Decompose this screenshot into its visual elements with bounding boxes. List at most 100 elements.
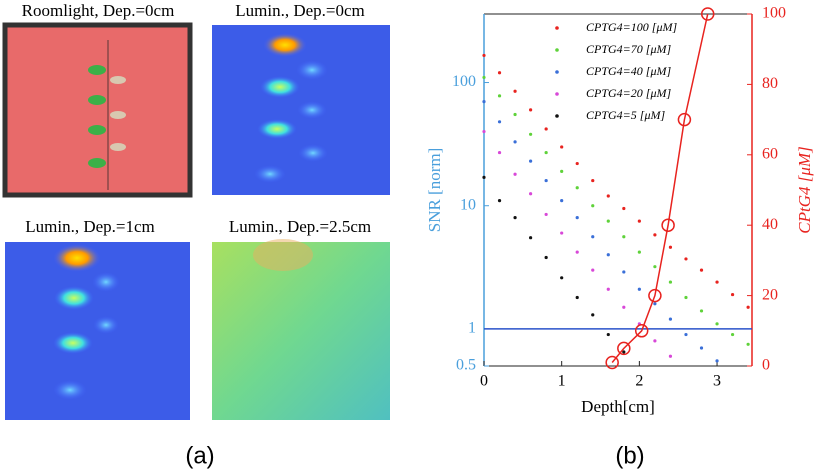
data-point xyxy=(637,287,641,291)
concentration-line xyxy=(611,13,709,363)
y2-tick-label: 40 xyxy=(762,216,778,233)
y-axis-label: SNR [norm] xyxy=(425,148,444,233)
data-point xyxy=(746,342,750,346)
data-point xyxy=(575,216,579,220)
data-point xyxy=(606,332,610,337)
data-point xyxy=(622,206,626,211)
x-tick-label: 1 xyxy=(558,373,566,390)
image-roomlight xyxy=(2,22,193,198)
legend-marker xyxy=(555,114,559,118)
panel-title: Roomlight, Dep.=0cm xyxy=(22,1,175,20)
concentration-marker xyxy=(634,324,649,338)
data-point xyxy=(544,212,548,217)
data-point xyxy=(653,339,657,343)
x-tick-label: 3 xyxy=(713,373,721,390)
data-point xyxy=(529,236,533,240)
legend-label: CPTG4=20 [μM] xyxy=(586,86,671,100)
legend-marker xyxy=(555,70,559,74)
y-tick-label: 100 xyxy=(452,73,476,90)
data-point xyxy=(529,108,533,112)
data-point xyxy=(497,199,502,203)
data-point xyxy=(575,161,579,166)
data-point xyxy=(715,322,719,326)
data-point xyxy=(560,145,564,149)
data-point xyxy=(560,231,564,235)
data-point xyxy=(482,129,486,134)
data-point xyxy=(560,276,564,280)
y2-tick-label: 0 xyxy=(762,357,770,374)
data-point xyxy=(591,313,595,317)
y2-tick-label: 60 xyxy=(762,145,778,162)
y2-axis-label: CPtG4 [μM] xyxy=(795,146,814,233)
data-point xyxy=(622,350,626,354)
data-point xyxy=(575,295,579,300)
data-point xyxy=(699,346,704,350)
legend-label: CPTG4=100 [μM] xyxy=(586,20,677,34)
data-point xyxy=(637,219,641,223)
x-tick-label: 2 xyxy=(635,373,643,390)
data-point xyxy=(513,89,517,93)
data-point xyxy=(606,253,610,257)
data-point xyxy=(482,100,486,104)
data-point xyxy=(668,317,673,321)
data-point xyxy=(622,305,626,309)
data-point xyxy=(482,75,486,80)
data-point xyxy=(544,150,548,155)
concentration-marker xyxy=(648,288,662,303)
data-point xyxy=(653,265,657,269)
data-point xyxy=(622,235,626,239)
data-point xyxy=(513,216,517,220)
y2-tick-label: 20 xyxy=(762,286,778,303)
data-point xyxy=(591,268,595,272)
data-point xyxy=(575,186,579,190)
image-lumin-2-5cm xyxy=(212,239,390,420)
caption: (b) xyxy=(615,442,644,469)
data-point xyxy=(560,199,564,203)
data-point xyxy=(715,359,719,363)
data-point xyxy=(497,120,502,124)
y-tick-label: 10 xyxy=(460,196,476,213)
data-point xyxy=(606,287,610,291)
image-lumin-1cm xyxy=(5,242,190,420)
panel-title: Lumin., Dep.=0cm xyxy=(235,1,365,20)
data-point xyxy=(746,305,750,309)
y-tick-label: 1 xyxy=(468,320,476,337)
data-point xyxy=(497,71,502,75)
data-point xyxy=(668,245,673,249)
data-point xyxy=(606,219,610,223)
data-point xyxy=(560,169,564,173)
caption: (a) xyxy=(185,442,214,469)
image-lumin-0cm xyxy=(212,25,390,195)
data-point xyxy=(544,127,548,131)
data-point xyxy=(668,354,673,358)
data-point xyxy=(482,175,486,179)
data-point xyxy=(497,150,502,155)
data-point xyxy=(513,172,517,176)
data-point xyxy=(529,159,533,163)
y2-tick-label: 80 xyxy=(762,75,778,92)
concentration-marker xyxy=(617,341,631,356)
data-point xyxy=(730,332,735,337)
concentration-marker xyxy=(677,112,692,127)
chart: 0 1 2 3 0.5 1 10 100 0 20 40 60 80 100 Depth[cm] SNR [n… xyxy=(425,5,814,416)
data-point xyxy=(622,270,626,274)
data-point xyxy=(591,235,595,239)
concentration-marker xyxy=(605,355,619,370)
data-point xyxy=(699,268,704,272)
data-point xyxy=(575,250,579,254)
data-point xyxy=(606,194,610,198)
legend-marker xyxy=(555,26,559,30)
concentration-marker xyxy=(661,218,675,232)
data-point xyxy=(513,140,517,144)
panel-title: Lumin., Dep.=2.5cm xyxy=(229,217,371,236)
data-point xyxy=(591,204,595,208)
data-point xyxy=(653,302,657,306)
data-point xyxy=(699,309,704,313)
data-point xyxy=(653,233,657,237)
legend-label: CPTG4=70 [μM] xyxy=(586,42,671,56)
y-tick-label: 0.5 xyxy=(456,357,476,374)
data-point xyxy=(637,250,641,254)
data-point xyxy=(529,192,533,196)
